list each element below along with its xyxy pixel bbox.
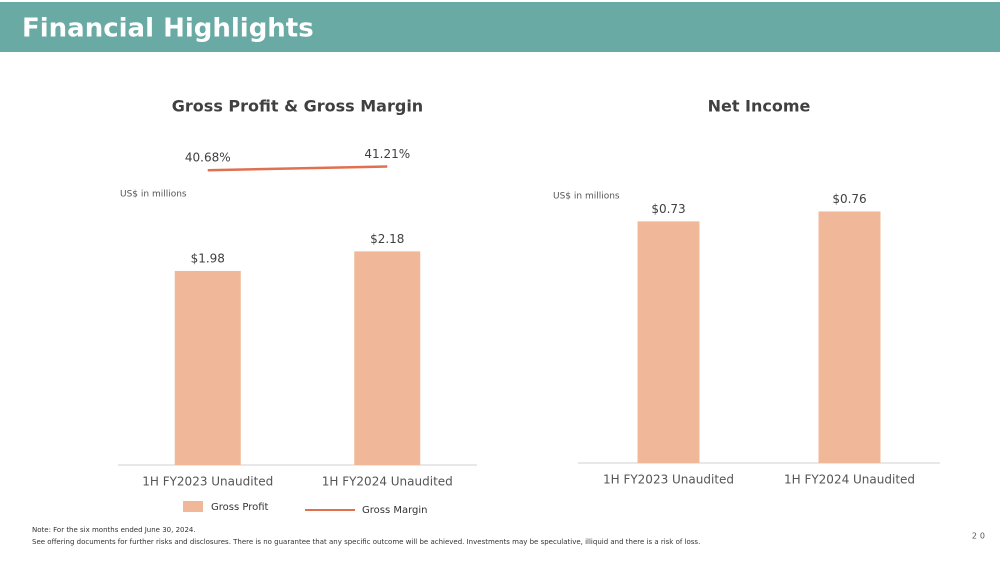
legend-label: Gross Profit [211, 502, 269, 513]
data-label: $2.18 [370, 232, 404, 246]
bar [354, 251, 421, 465]
x-tick-label: 1H FY2023 Unaudited [603, 473, 734, 487]
bar [174, 270, 241, 465]
data-label: $1.98 [191, 251, 225, 265]
note: See offering documents for further risks… [32, 538, 700, 546]
page-number: 20 [972, 532, 988, 541]
header-band [0, 2, 1000, 52]
legend-label: Gross Margin [362, 505, 428, 516]
x-tick-label: 1H FY2024 Unaudited [784, 473, 915, 487]
axis-label: US$ in millions [120, 190, 187, 200]
x-tick-label: 1H FY2024 Unaudited [322, 475, 453, 489]
legend-swatch [183, 501, 203, 512]
data-label: $0.76 [832, 192, 866, 206]
chart-title: Gross Profit & Gross Margin [172, 97, 423, 116]
x-tick-label: 1H FY2023 Unaudited [142, 475, 273, 489]
chart-title: Net Income [708, 97, 811, 116]
note: Note: For the six months ended June 30, … [32, 526, 196, 534]
data-label: 41.21% [364, 147, 410, 161]
line [207, 165, 388, 172]
bar [818, 211, 881, 463]
data-label: $0.73 [651, 202, 685, 216]
bar [637, 221, 700, 463]
data-label: 40.68% [185, 151, 231, 165]
axis-label: US$ in millions [553, 192, 620, 202]
header-title: Financial Highlights [22, 14, 314, 44]
